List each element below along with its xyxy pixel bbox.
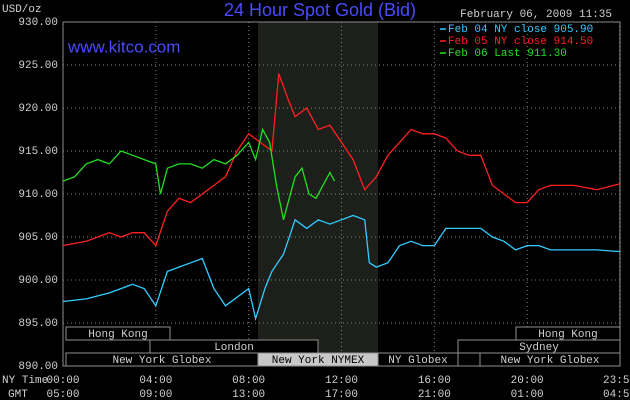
y-tick-label: 915.00 [18, 146, 58, 158]
y-tick-label: 910.00 [18, 189, 58, 201]
x-tick-label: 16:00 [418, 375, 451, 387]
legend-label: Feb 05 NY close 914.50 [448, 36, 593, 48]
session-label: Hong Kong [538, 329, 597, 341]
x2-tick-label: 04:59 [603, 389, 630, 400]
x2-tick-label: 05:00 [46, 389, 79, 400]
y-label: USD/oz [2, 4, 42, 16]
y-tick-label: 905.00 [18, 232, 58, 244]
session-bar [377, 352, 459, 367]
x2-tick-label: 01:00 [511, 389, 544, 400]
y-tick-label: 925.00 [18, 60, 58, 72]
series-line [62, 73, 621, 247]
series-line [62, 214, 621, 322]
y-tick-label: 895.00 [18, 318, 58, 330]
x2-tick-label: 09:00 [139, 389, 172, 400]
x-tick-label: 23:59 [603, 375, 630, 387]
x-tick-label: 04:00 [139, 375, 172, 387]
x-tick-label: 08:00 [232, 375, 265, 387]
legend-label: Feb 06 Last 911.30 [448, 48, 567, 60]
x2-tick-label: 21:00 [418, 389, 451, 400]
x2-label: GMT [8, 389, 28, 400]
y-tick-label: 890.00 [18, 361, 58, 373]
x-tick-label: 00:00 [46, 375, 79, 387]
x2-tick-label: 17:00 [325, 389, 358, 400]
session-label: New York Globex [112, 355, 211, 367]
session-label: New York Globex [500, 355, 599, 367]
y-tick-label: 930.00 [18, 17, 58, 29]
x-tick-label: 12:00 [325, 375, 358, 387]
session-bar [65, 326, 171, 341]
x2-tick-label: 13:00 [232, 389, 265, 400]
timestamp: February 06, 2009 11:35 [460, 9, 612, 21]
y-tick-label: 920.00 [18, 103, 58, 115]
legend-label: Feb 04 NY close 905.90 [448, 24, 593, 36]
chart-title: 24 Hour Spot Gold (Bid) [224, 0, 416, 20]
y-tick-label: 900.00 [18, 275, 58, 287]
session-label: Sydney [519, 342, 559, 354]
series-line [62, 127, 336, 220]
website: www.kitco.com [67, 37, 180, 56]
session-label: Hong Kong [88, 329, 147, 341]
x-label: NY Time [2, 375, 48, 387]
session-bar [479, 352, 621, 367]
x-tick-label: 20:00 [511, 375, 544, 387]
session-label: New York NYMEX [272, 355, 365, 367]
session-label: London [214, 342, 254, 354]
session-label: NY Globex [388, 355, 448, 367]
